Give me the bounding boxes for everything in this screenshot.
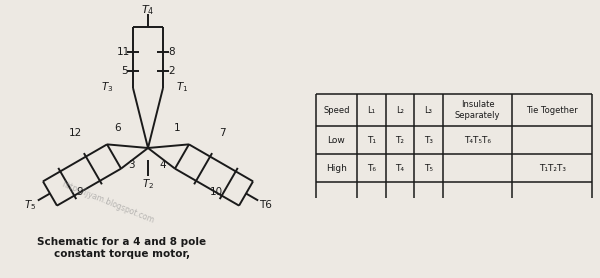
Text: T₅: T₅ xyxy=(424,163,433,173)
Text: http://ijyam.blogspot.com: http://ijyam.blogspot.com xyxy=(61,179,155,225)
Text: 7: 7 xyxy=(218,128,226,138)
Text: $T_5$: $T_5$ xyxy=(24,198,36,212)
Text: 9: 9 xyxy=(77,187,83,197)
Text: T₁: T₁ xyxy=(367,135,376,145)
Text: T₄T₅T₆: T₄T₅T₆ xyxy=(464,135,491,145)
Text: L₃: L₃ xyxy=(425,105,433,115)
Text: L₂: L₂ xyxy=(396,105,404,115)
Text: Schematic for a 4 and 8 pole
constant torque motor,: Schematic for a 4 and 8 pole constant to… xyxy=(37,237,206,259)
Text: T₂: T₂ xyxy=(395,135,404,145)
Text: 8: 8 xyxy=(169,47,175,57)
Text: $T_3$: $T_3$ xyxy=(101,80,113,94)
Text: Insulate
Separately: Insulate Separately xyxy=(455,100,500,120)
Text: T₁T₂T₃: T₁T₂T₃ xyxy=(539,163,566,173)
Text: 6: 6 xyxy=(115,123,121,133)
Text: $T_2$: $T_2$ xyxy=(142,177,154,191)
Text: 1: 1 xyxy=(173,123,181,133)
Text: $T_1$: $T_1$ xyxy=(176,80,188,94)
Text: 3: 3 xyxy=(128,160,134,170)
Text: High: High xyxy=(326,163,347,173)
Text: 10: 10 xyxy=(209,187,223,197)
Text: 2: 2 xyxy=(169,66,175,76)
Text: T₆: T₆ xyxy=(367,163,376,173)
Text: 11: 11 xyxy=(116,47,130,57)
Text: L₁: L₁ xyxy=(367,105,375,115)
Text: 12: 12 xyxy=(68,128,82,138)
Text: Low: Low xyxy=(328,135,346,145)
Text: 4: 4 xyxy=(160,160,166,170)
Text: T₄: T₄ xyxy=(395,163,404,173)
Text: 5: 5 xyxy=(122,66,128,76)
Text: Speed: Speed xyxy=(323,105,350,115)
Text: $T_4$: $T_4$ xyxy=(142,3,155,17)
Text: T6: T6 xyxy=(260,200,272,210)
Text: Tie Together: Tie Together xyxy=(526,105,578,115)
Text: T₃: T₃ xyxy=(424,135,433,145)
